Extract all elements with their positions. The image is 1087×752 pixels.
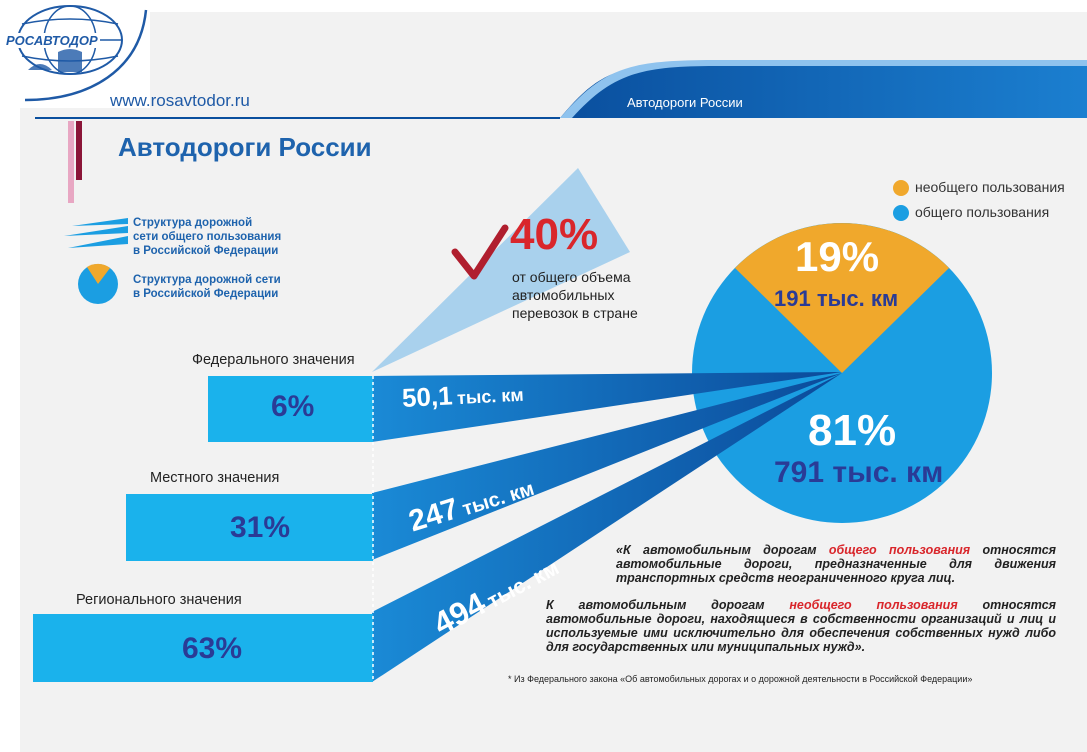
bar-percent-federal: 6% <box>271 390 315 423</box>
page-title: Автодороги России <box>118 132 372 162</box>
bar-percent-local: 31% <box>230 511 291 544</box>
header-banner <box>560 64 1087 118</box>
title-accent-bar-dark <box>76 121 82 180</box>
ray-length-federal-number: 50,1 <box>401 380 454 413</box>
pie-label-non-public-percent: 19% <box>795 233 880 280</box>
definition-non-public: К автомобильным дорогам необщего пользов… <box>546 598 1056 654</box>
ray-federal <box>372 372 842 442</box>
legend-ray-line: сети общего пользования <box>133 231 282 243</box>
pie-label-public-length: 791 тыс. км <box>774 456 944 489</box>
legend-ray-text: Структура дорожной сети общего пользован… <box>133 216 281 258</box>
legend-pie-line: в Российской Федерации <box>133 288 279 300</box>
ray-length-federal: 50,1 тыс. км <box>401 377 524 414</box>
pie-label-public-percent: 81% <box>808 406 897 455</box>
site-url-link[interactable]: www.rosavtodor.ru <box>110 91 250 110</box>
ray-local <box>372 373 842 560</box>
definition-non-public-highlight: необщего пользования <box>789 598 958 612</box>
pie-label-non-public-length: 191 тыс. км <box>774 286 899 311</box>
definition-public-highlight: общего пользования <box>828 543 971 557</box>
legend-ray-line: в Российской Федерации <box>133 245 279 257</box>
callout-ray <box>372 168 630 372</box>
title-accent-bar-pink <box>68 121 74 203</box>
bar-percent-regional: 63% <box>182 632 243 665</box>
pie-slice-non-public <box>735 223 949 373</box>
callout-line: от общего объема <box>512 269 631 285</box>
legend-public-swatch <box>893 205 909 221</box>
definition-non-public-prefix: К автомобильным дорогам <box>546 598 790 612</box>
legend-public-label: общего пользования <box>915 204 1050 220</box>
definition-public-suffix: относятся автомобильные дороги, предназн… <box>616 543 1057 585</box>
footnote: * Из Федерального закона «Об автомобильн… <box>508 674 973 684</box>
pie-legend-icon <box>78 263 118 304</box>
definition-public-prefix: «К автомобильным дорогам <box>616 543 829 557</box>
ray-regional <box>372 373 842 682</box>
ray-legend-icon <box>64 218 128 248</box>
category-label-regional: Регионального значения <box>76 592 242 608</box>
category-label-local: Местного значения <box>150 470 280 486</box>
bar-local <box>126 494 373 561</box>
logo-text: РОСАВТОДОР <box>4 33 100 48</box>
legend-pie-line: Структура дорожной сети <box>133 274 281 286</box>
header-banner-title: Автодороги России <box>627 95 743 110</box>
logo-arc <box>24 9 148 102</box>
definition-non-public-suffix: относятся автомобильные дороги, находящи… <box>546 598 1057 654</box>
callout-line: автомобильных <box>512 287 615 303</box>
ray-length-federal-unit: тыс. км <box>456 384 525 409</box>
callout-text: от общего объема автомобильных перевозок… <box>512 268 638 322</box>
definition-public: «К автомобильным дорогам общего пользова… <box>616 543 1056 585</box>
category-label-federal: Федерального значения <box>192 352 355 368</box>
callout-percent: 40% <box>510 210 599 259</box>
header-banner-highlight <box>560 60 1087 118</box>
legend-non-public-swatch <box>893 180 909 196</box>
bar-regional <box>33 614 373 682</box>
bar-federal <box>208 376 373 442</box>
checkmark-icon <box>451 224 509 280</box>
legend-pie-text: Структура дорожной сети в Российской Фед… <box>133 273 281 301</box>
legend-non-public-label: необщего пользования <box>915 179 1065 195</box>
legend-ray-line: Структура дорожной <box>133 217 253 229</box>
callout-line: перевозок в стране <box>512 305 638 321</box>
